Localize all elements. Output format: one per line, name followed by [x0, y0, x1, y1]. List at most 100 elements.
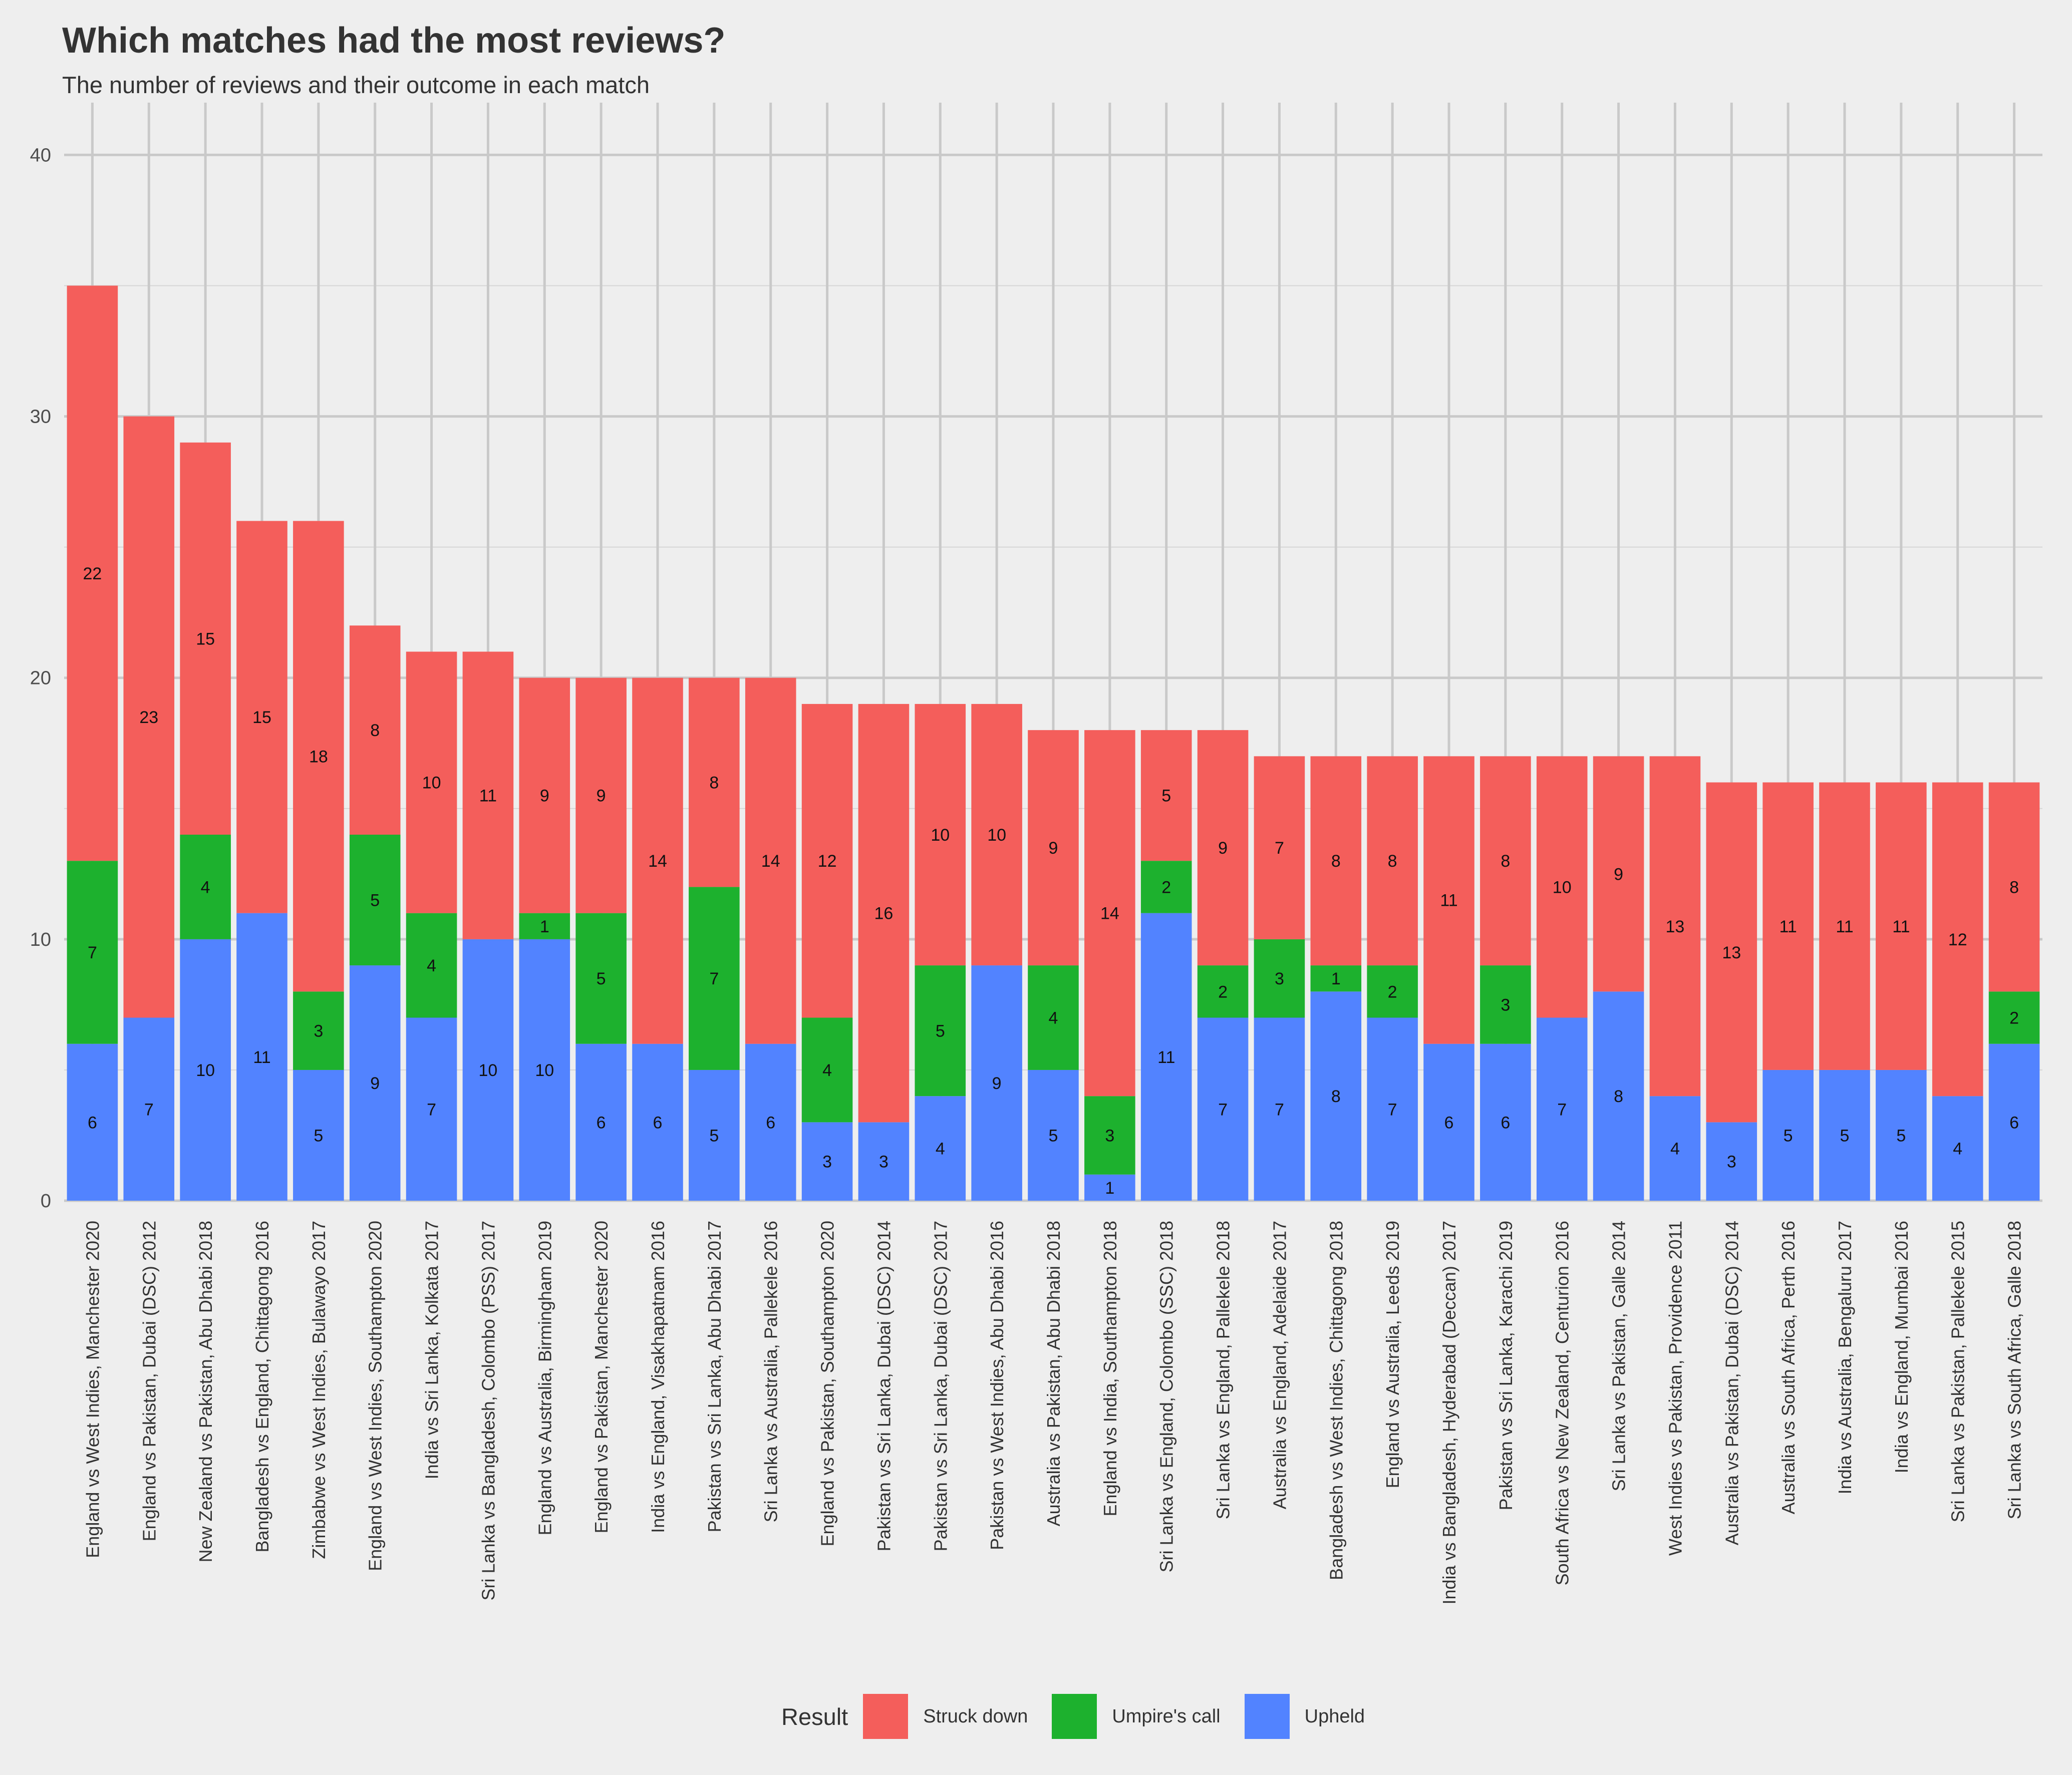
bar-segment-upheld — [1762, 1070, 1814, 1201]
x-tick-label: Sri Lanka vs South Africa, Galle 2018 — [2004, 1221, 2025, 1519]
legend-label-upheld: Upheld — [1304, 1705, 1365, 1727]
data-label: 18 — [309, 747, 328, 766]
data-label: 6 — [88, 1113, 97, 1132]
bar-segment-upheld — [1932, 1096, 1983, 1201]
bar-segment-struck-down — [349, 625, 401, 835]
x-tick-label: England vs Pakistan, Manchester 2020 — [591, 1221, 612, 1533]
data-label: 4 — [1953, 1140, 1962, 1159]
data-label: 8 — [1614, 1087, 1623, 1106]
data-label: 12 — [1948, 930, 1967, 949]
data-label: 3 — [879, 1153, 889, 1172]
x-tick-label: India vs Australia, Bengaluru 2017 — [1835, 1221, 1855, 1494]
data-label: 8 — [1501, 852, 1510, 871]
data-label: 2 — [1388, 982, 1397, 1001]
data-label: 22 — [83, 564, 102, 583]
bar-segment-umpire-s-call — [1480, 965, 1531, 1044]
data-label: 11 — [1440, 891, 1457, 910]
x-tick-label: Bangladesh vs West Indies, Chittagong 20… — [1326, 1221, 1346, 1580]
data-label: 9 — [370, 1074, 380, 1093]
x-tick-label: Pakistan vs Sri Lanka, Abu Dhabi 2017 — [704, 1221, 725, 1532]
data-label: 4 — [201, 878, 210, 897]
bar-segment-umpire-s-call — [915, 965, 966, 1097]
x-tick-label: India vs England, Mumbai 2016 — [1891, 1221, 1912, 1473]
data-label: 6 — [1501, 1113, 1510, 1132]
bar-segment-struck-down — [1706, 782, 1757, 1123]
legend-key-upheld — [1244, 1694, 1290, 1739]
data-label: 8 — [1331, 1087, 1341, 1106]
bar-segment-struck-down — [1367, 756, 1418, 966]
legend-title: Result — [781, 1703, 848, 1730]
bar-segment-struck-down — [915, 703, 966, 966]
data-label: 3 — [1501, 995, 1510, 1014]
bar-segment-struck-down — [406, 651, 457, 913]
bar-segment-upheld — [689, 1070, 740, 1201]
bar-segment-struck-down — [745, 677, 796, 1044]
data-label: 2 — [2009, 1009, 2019, 1028]
bar-segment-upheld — [1593, 991, 1644, 1201]
bar-segment-umpire-s-call — [406, 913, 457, 1018]
data-label: 2 — [1161, 878, 1171, 897]
data-label: 3 — [1275, 969, 1284, 988]
data-label: 8 — [1331, 852, 1341, 871]
y-tick-label: 10 — [30, 929, 51, 950]
data-label: 9 — [1049, 839, 1058, 858]
data-label: 14 — [648, 852, 667, 871]
data-label: 12 — [818, 852, 837, 871]
chart-subtitle: The number of reviews and their outcome … — [62, 72, 650, 98]
x-tick-label: Pakistan vs West Indies, Abu Dhabi 2016 — [987, 1221, 1007, 1550]
bar-segment-umpire-s-call — [1197, 965, 1249, 1018]
bar-segment-upheld — [915, 1096, 966, 1201]
x-tick-label: South Africa vs New Zealand, Centurion 2… — [1552, 1221, 1573, 1585]
data-label: 9 — [540, 787, 549, 806]
bar-segment-struck-down — [1480, 756, 1531, 966]
bar-segment-umpire-s-call — [293, 991, 344, 1070]
data-label: 5 — [1840, 1126, 1850, 1145]
legend-key-umpires-call — [1052, 1694, 1097, 1739]
x-tick-label: Sri Lanka vs Bangladesh, Colombo (PSS) 2… — [478, 1221, 498, 1600]
bar-segment-upheld — [180, 939, 231, 1201]
legend-item-struck-down: Struck down — [863, 1694, 1028, 1739]
bar-segment-upheld — [123, 1017, 175, 1201]
bar-segment-upheld — [1367, 1017, 1418, 1201]
data-label: 11 — [1836, 917, 1853, 936]
x-tick-label: Zimbabwe vs West Indies, Bulawayo 2017 — [309, 1221, 329, 1559]
bar-segment-struck-down — [1140, 730, 1192, 861]
bar-segment-upheld — [519, 939, 570, 1201]
bar-segment-upheld — [67, 1043, 118, 1201]
data-label: 5 — [936, 1022, 945, 1041]
bar-segment-struck-down — [180, 442, 231, 835]
x-tick-label: India vs England, Visakhapatnam 2016 — [648, 1221, 668, 1533]
bar-segment-struck-down — [1423, 756, 1474, 1044]
data-label: 7 — [427, 1100, 436, 1119]
bar-segment-upheld — [1480, 1043, 1531, 1201]
bar-segment-struck-down — [801, 703, 853, 1018]
data-label: 9 — [992, 1074, 1002, 1093]
data-label: 11 — [1892, 917, 1910, 936]
bar-segment-struck-down — [1197, 730, 1249, 966]
data-label: 15 — [196, 629, 215, 648]
data-label: 3 — [822, 1153, 832, 1172]
data-label: 5 — [1896, 1126, 1906, 1145]
x-tick-label: West Indies vs Pakistan, Providence 2011 — [1665, 1221, 1685, 1556]
data-label: 2 — [1218, 982, 1228, 1001]
data-labels-layer: 6722723104151115531895874101011101965961… — [83, 564, 2019, 1198]
x-tick-label: England vs Australia, Birmingham 2019 — [534, 1221, 555, 1535]
data-label: 23 — [139, 708, 158, 727]
data-label: 7 — [1218, 1100, 1228, 1119]
bar-segment-upheld — [349, 965, 401, 1201]
bar-segment-upheld — [971, 965, 1022, 1201]
data-label: 4 — [936, 1140, 945, 1159]
bar-segment-struck-down — [1762, 782, 1814, 1070]
bar-segment-upheld — [745, 1043, 796, 1201]
data-label: 11 — [253, 1048, 270, 1067]
bar-segment-umpire-s-call — [67, 861, 118, 1044]
x-tick-label: New Zealand vs Pakistan, Abu Dhabi 2018 — [195, 1221, 216, 1562]
data-label: 10 — [479, 1061, 498, 1080]
bar-segment-umpire-s-call — [575, 913, 627, 1044]
data-label: 1 — [1331, 969, 1341, 988]
data-label: 7 — [1275, 1100, 1284, 1119]
data-label: 7 — [709, 969, 719, 988]
bar-segment-upheld — [293, 1070, 344, 1201]
data-label: 10 — [931, 826, 950, 845]
bar-segment-umpire-s-call — [1028, 965, 1079, 1070]
